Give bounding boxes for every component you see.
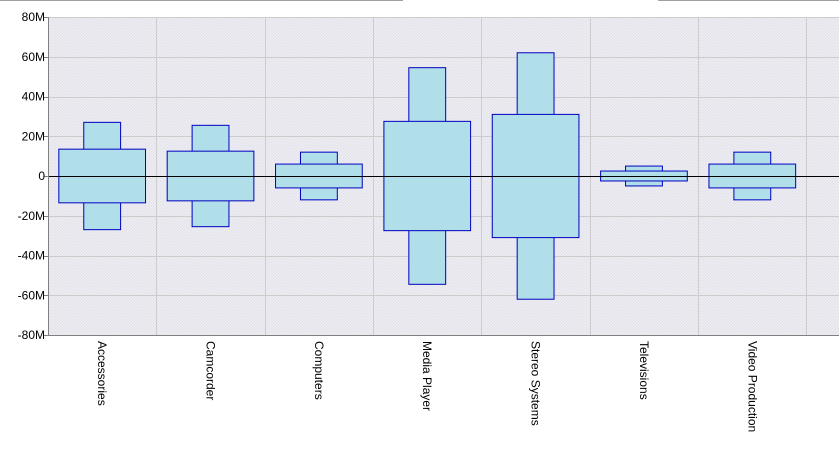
- y-axis-ticks: -80M -60M -40M -20M 0 20M 40M 60M 80M: [18, 10, 48, 342]
- x-axis-ticks: Accessories Camcorder Computers Media Playe…: [95, 341, 759, 432]
- y-tick-label: 40M: [22, 90, 45, 104]
- y-tick-label: 60M: [22, 50, 45, 64]
- y-tick-label: -40M: [18, 249, 45, 263]
- x-tick-label: Video Production: [745, 341, 759, 432]
- y-tick-label: -60M: [18, 288, 45, 302]
- x-tick-label: Accessories: [95, 341, 109, 406]
- x-tick-label: Media Player: [420, 341, 434, 411]
- x-tick-label: Stereo Systems: [529, 341, 543, 426]
- y-tick-label: -20M: [18, 209, 45, 223]
- x-tick-label: Computers: [312, 341, 326, 400]
- y-tick-label: 80M: [22, 10, 45, 24]
- x-tick-label: Camcorder: [204, 341, 218, 400]
- y-tick-label: 20M: [22, 129, 45, 143]
- x-tick-label: Televisions: [637, 341, 651, 400]
- y-tick-label: -80M: [18, 328, 45, 342]
- y-tick-label: 0: [38, 169, 45, 183]
